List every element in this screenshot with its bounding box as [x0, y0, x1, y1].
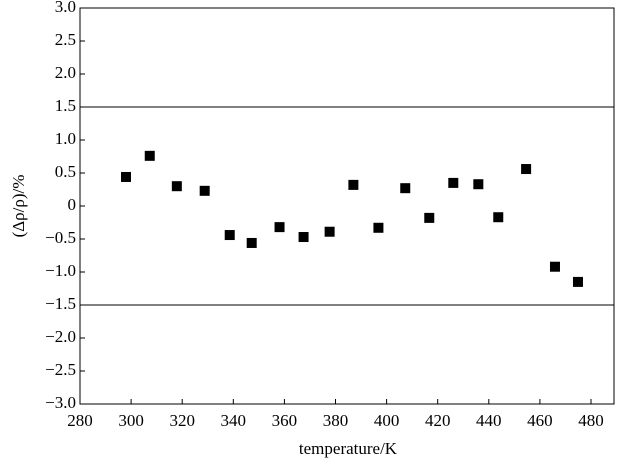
point [246, 237, 257, 248]
point [120, 171, 131, 182]
point [572, 276, 583, 287]
x-tick-label: 300 [118, 411, 144, 430]
point [274, 222, 285, 233]
y-tick-label: −2.5 [45, 360, 76, 379]
point [493, 212, 504, 223]
y-tick-label: 0 [68, 195, 77, 214]
y-tick-label: 3.0 [55, 0, 76, 16]
x-tick-label: 400 [374, 411, 400, 430]
x-tick-label: 380 [323, 411, 349, 430]
x-tick-label: 320 [169, 411, 195, 430]
point [324, 226, 335, 237]
x-tick-label: 360 [272, 411, 298, 430]
point [521, 164, 532, 175]
plot-frame [79, 7, 615, 405]
y-tick-label: 1.0 [55, 129, 76, 148]
x-axis-label: temperature/K [299, 439, 398, 458]
point [400, 183, 411, 194]
point [224, 230, 235, 241]
y-tick-label: 0.5 [55, 162, 76, 181]
point [373, 222, 384, 233]
y-tick-label: −2.0 [45, 327, 76, 346]
point [199, 185, 210, 196]
point [171, 181, 182, 192]
point [473, 179, 484, 190]
x-tick-label: 340 [221, 411, 247, 430]
point [424, 212, 435, 223]
y-tick-label: −1.0 [45, 261, 76, 280]
y-tick-label: 1.5 [55, 96, 76, 115]
y-tick-label: −0.5 [45, 228, 76, 247]
point [144, 150, 155, 161]
x-tick-label: 460 [527, 411, 553, 430]
point [298, 232, 309, 243]
point [549, 261, 560, 272]
y-tick-label: −1.5 [45, 294, 76, 313]
point [448, 177, 459, 188]
y-tick-label: −3.0 [45, 393, 76, 412]
point [348, 179, 359, 190]
x-tick-label: 480 [578, 411, 604, 430]
y-tick-label: 2.0 [55, 63, 76, 82]
x-tick-label: 420 [425, 411, 451, 430]
y-axis-label: (Δρ/ρ)/% [9, 175, 28, 238]
y-tick-label: 2.5 [55, 30, 76, 49]
x-tick-label: 440 [476, 411, 502, 430]
x-tick-label: 280 [67, 411, 93, 430]
